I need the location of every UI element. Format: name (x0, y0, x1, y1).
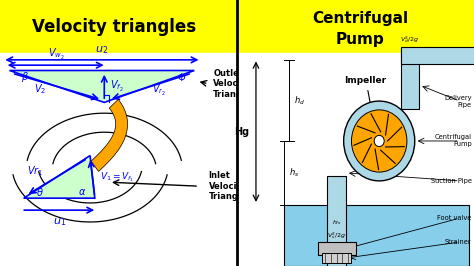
Polygon shape (9, 70, 194, 102)
Text: $V_1 = V_{f_1}$: $V_1 = V_{f_1}$ (100, 170, 134, 184)
Bar (284, 205, 469, 266)
Text: Delivery
Pipe: Delivery Pipe (444, 95, 472, 107)
Text: Hg: Hg (234, 127, 249, 137)
Text: $V_2$: $V_2$ (34, 82, 46, 96)
Text: $u_2$: $u_2$ (95, 44, 109, 56)
Text: $\theta$: $\theta$ (36, 185, 44, 198)
Text: Centrifugal: Centrifugal (312, 11, 408, 26)
Bar (0, 53, 237, 266)
Text: $V_{w_2}$: $V_{w_2}$ (48, 47, 65, 62)
Text: Foot valve: Foot valve (437, 215, 472, 221)
Text: Suction Pipe: Suction Pipe (431, 178, 472, 184)
Text: $Vr_1$: $Vr_1$ (27, 165, 44, 178)
Bar (318, 242, 356, 255)
Circle shape (374, 135, 384, 147)
Bar (237, 53, 474, 266)
Text: $h_{fs}$: $h_{fs}$ (332, 219, 341, 227)
Text: Impeller: Impeller (344, 76, 386, 85)
Bar (401, 47, 474, 64)
Circle shape (344, 101, 415, 181)
Text: $h_d$: $h_d$ (294, 94, 305, 107)
Text: Inlet
Velocity
Triangle: Inlet Velocity Triangle (209, 171, 247, 201)
Text: $V_d^2/2g$: $V_d^2/2g$ (401, 34, 419, 45)
Text: $\beta$: $\beta$ (21, 70, 29, 84)
Text: $V_{f_2}$: $V_{f_2}$ (110, 79, 124, 94)
Text: Outlet
Velocity
Triangle: Outlet Velocity Triangle (213, 69, 252, 99)
Text: $V_s^2/2g$: $V_s^2/2g$ (327, 230, 346, 241)
Text: $V_{r_2}$: $V_{r_2}$ (152, 83, 166, 98)
Bar (327, 176, 346, 266)
Text: Pump: Pump (336, 32, 384, 47)
Bar (401, 48, 419, 109)
Text: $h_s$: $h_s$ (289, 167, 300, 179)
Text: Strainer: Strainer (445, 239, 472, 245)
Polygon shape (24, 156, 95, 198)
Text: Centrifugal
Pump: Centrifugal Pump (435, 135, 472, 147)
Text: $u_1$: $u_1$ (53, 216, 66, 228)
Bar (322, 253, 351, 263)
Text: $\alpha$: $\alpha$ (78, 186, 86, 197)
Text: Velocity triangles: Velocity triangles (32, 18, 196, 36)
Circle shape (351, 110, 407, 172)
Polygon shape (91, 99, 128, 171)
Text: $\Phi$: $\Phi$ (177, 71, 186, 83)
